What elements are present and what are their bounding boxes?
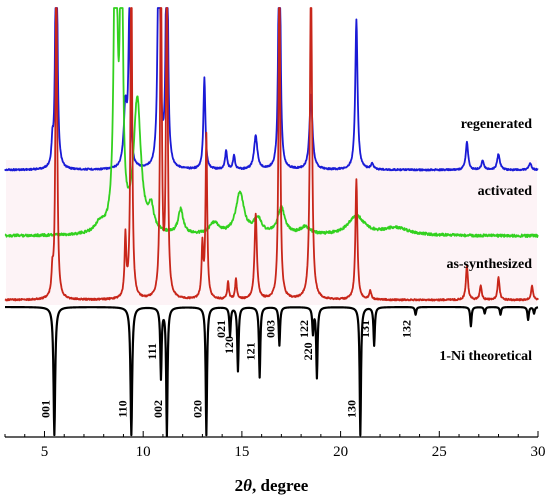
x-tick-label: 30 bbox=[531, 444, 546, 460]
peak-label: 121 bbox=[244, 342, 258, 360]
series-label: regenerated bbox=[461, 117, 532, 132]
peak-label: 003 bbox=[263, 320, 277, 338]
as-synthesized-halo bbox=[6, 160, 537, 305]
x-axis-title-prefix: 2 bbox=[235, 476, 244, 495]
x-axis-title: 2θ, degree bbox=[235, 476, 309, 495]
peak-label: 111 bbox=[145, 343, 159, 360]
peak-label: 021 bbox=[214, 320, 228, 338]
peak-label: 020 bbox=[190, 400, 204, 418]
peak-label: 122 bbox=[297, 320, 311, 338]
x-tick-label: 10 bbox=[136, 444, 151, 460]
series-line-as-synthesized bbox=[4, 7, 539, 302]
series-line-activated bbox=[4, 7, 539, 238]
x-tick-label: 20 bbox=[333, 444, 348, 460]
peak-label: 120 bbox=[222, 336, 236, 354]
series-label-layer: regenerated activated as-synthesized 1-Ni t… bbox=[439, 117, 532, 364]
x-axis: 5 10 15 20 25 30 bbox=[4, 431, 546, 460]
peak-label: 001 bbox=[38, 400, 52, 418]
series-line-1-ni-theoretical bbox=[4, 305, 539, 438]
series-line-regenerated bbox=[4, 7, 539, 172]
peak-label: 131 bbox=[358, 320, 372, 338]
x-tick-label: 15 bbox=[234, 444, 249, 460]
series-layer bbox=[4, 7, 539, 438]
x-axis-title-suffix: , degree bbox=[252, 476, 309, 495]
peak-label: 220 bbox=[301, 342, 315, 360]
series-label: 1-Ni theoretical bbox=[439, 349, 532, 364]
peak-label: 132 bbox=[400, 320, 414, 338]
peak-label: 002 bbox=[151, 400, 165, 418]
x-tick-label: 5 bbox=[41, 444, 49, 460]
x-axis-title-theta: θ bbox=[243, 476, 252, 495]
series-label: as-synthesized bbox=[446, 257, 532, 272]
series-label: activated bbox=[478, 184, 533, 199]
peak-label: 110 bbox=[115, 400, 129, 417]
peak-label: 130 bbox=[344, 400, 358, 418]
x-tick-label: 25 bbox=[432, 444, 447, 460]
